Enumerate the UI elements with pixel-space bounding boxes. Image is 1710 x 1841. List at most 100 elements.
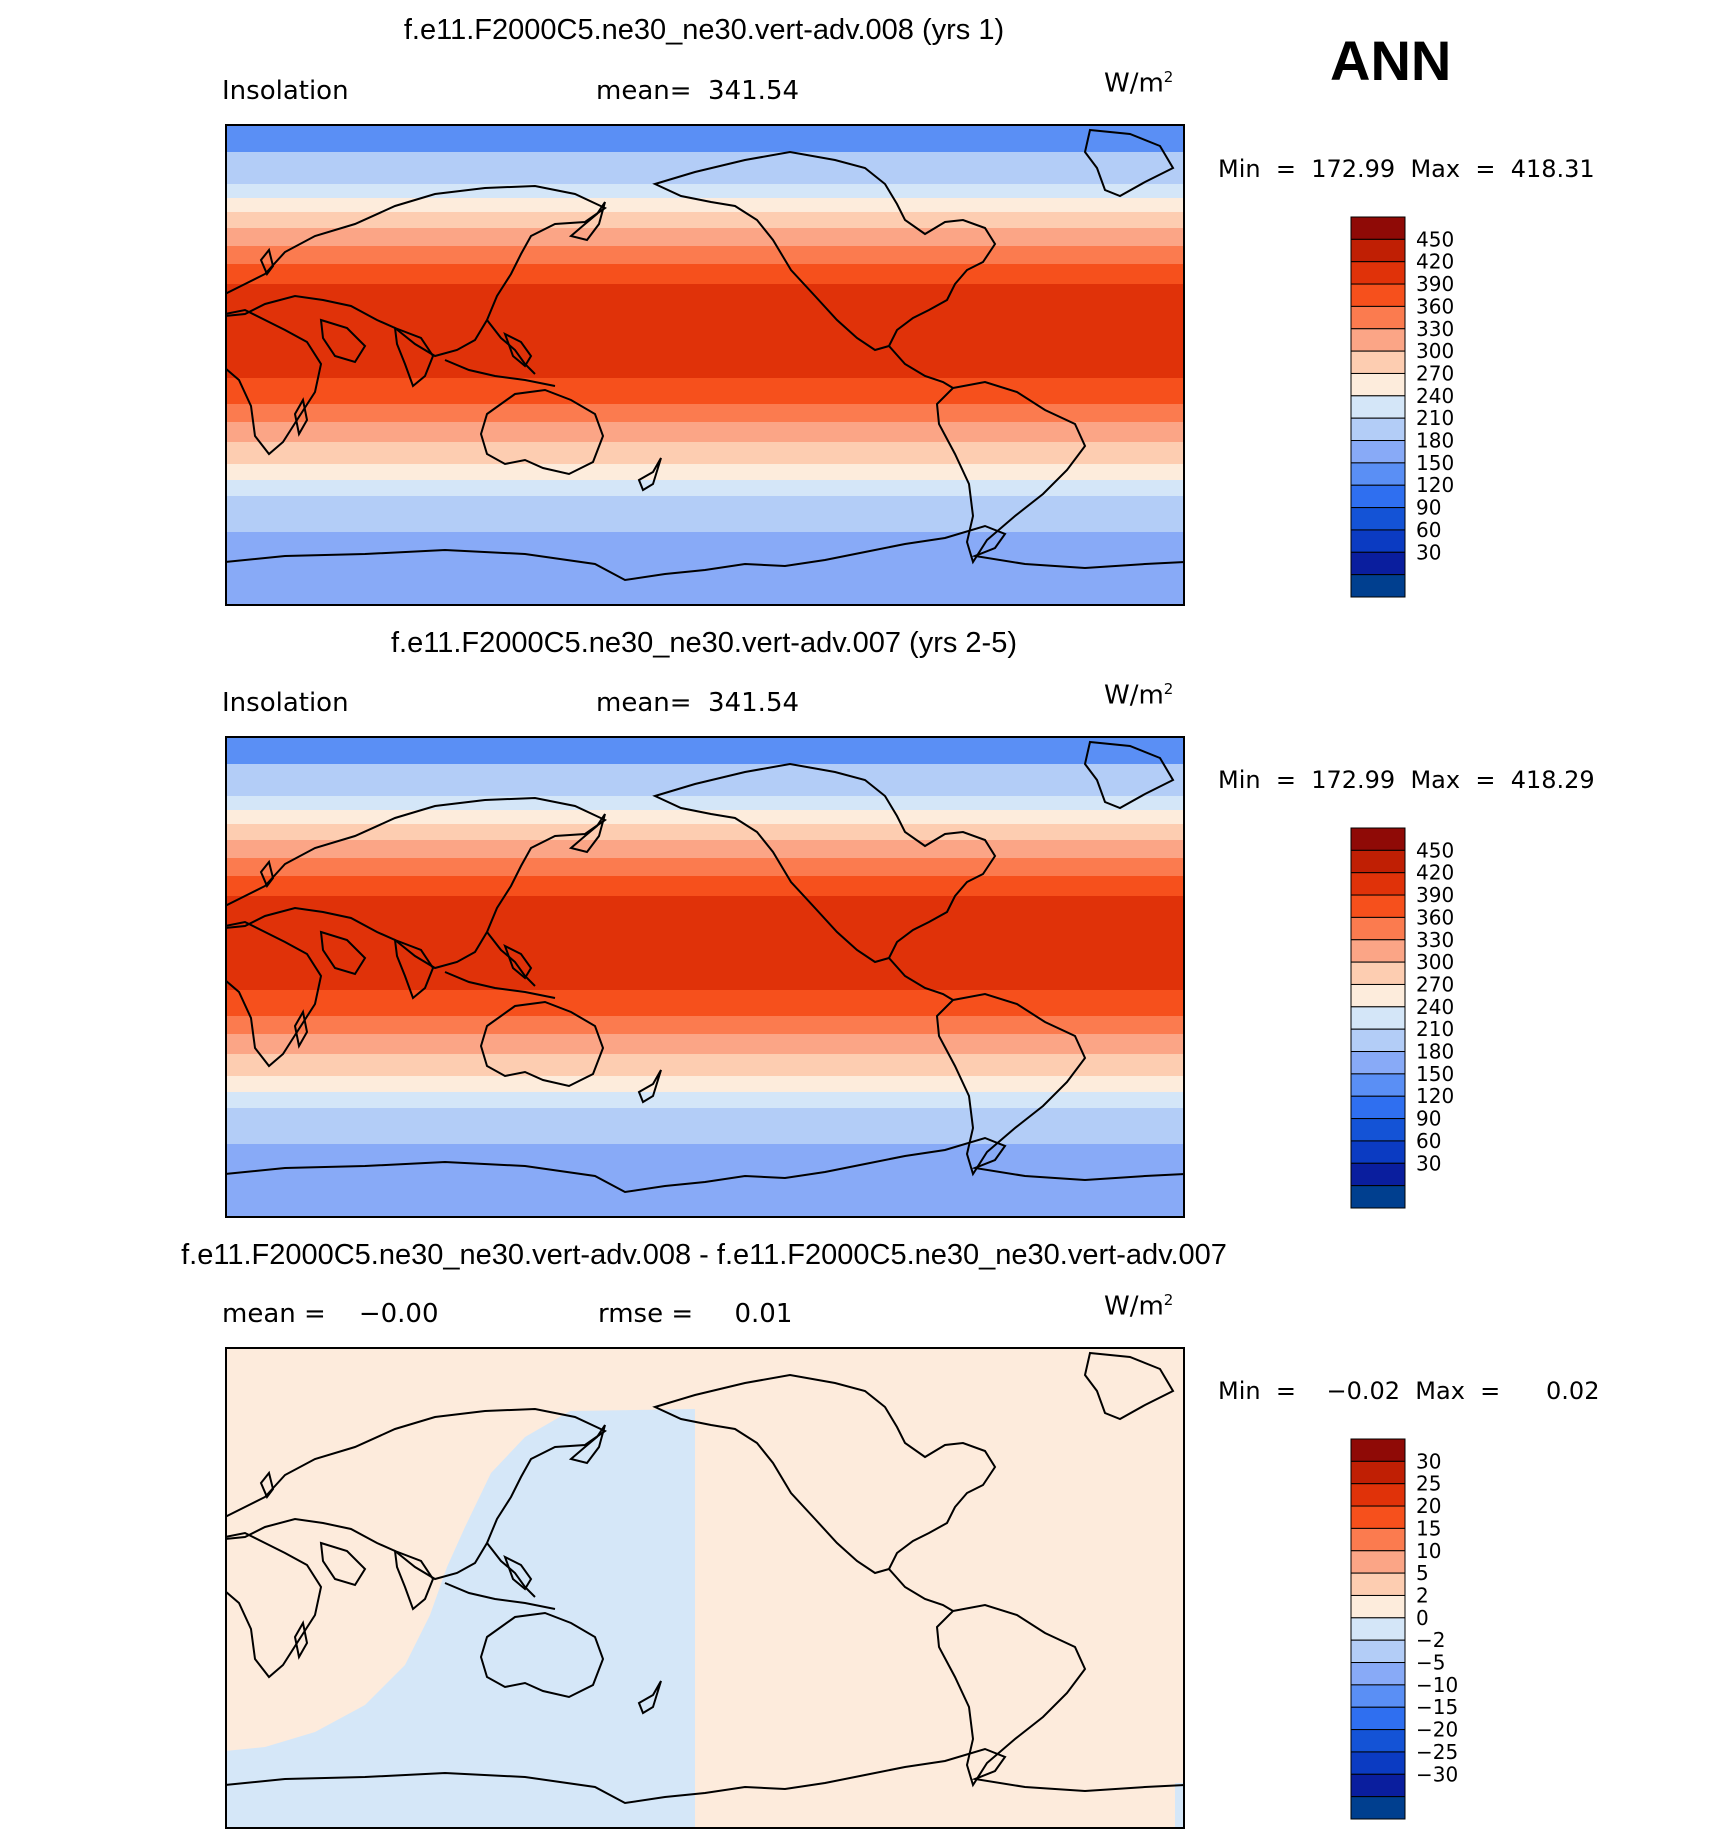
colorbar-box (1350, 1662, 1406, 1686)
panel-3-map (225, 1347, 1185, 1829)
colorbar-box (1350, 1550, 1406, 1574)
colorbar-box (1350, 1617, 1406, 1641)
latitude-band (225, 990, 1185, 1016)
colorbar-tick-label: −10 (1416, 1673, 1458, 1697)
colorbar-tick-label: 2 (1416, 1583, 1429, 1607)
latitude-band (225, 858, 1185, 876)
coastline (259, 1470, 275, 1499)
colorbar-tick-label: −20 (1416, 1718, 1458, 1742)
coastline (225, 1407, 607, 1581)
coastline (225, 1136, 1185, 1194)
season-label: ANN (1330, 29, 1452, 92)
coastline (652, 1373, 997, 1575)
coastline (888, 345, 954, 389)
coastline (393, 938, 435, 1000)
colorbar-box (1350, 261, 1406, 285)
colorbar-box (1350, 1438, 1406, 1462)
colorbar-tick-label: 150 (1416, 451, 1454, 475)
colorbar-tick-label: 450 (1416, 838, 1454, 862)
coastline (1083, 128, 1175, 198)
coastline (225, 796, 607, 970)
colorbar-box (1350, 216, 1406, 240)
coastline (1083, 740, 1175, 810)
latitude-band (225, 840, 1185, 858)
panel-2-coastlines (225, 740, 1185, 1194)
latitude-band (225, 184, 1185, 198)
colorbar-box (1350, 372, 1406, 397)
coastline (444, 971, 556, 999)
colorbar-box (1350, 440, 1406, 464)
coastline (225, 1747, 1185, 1805)
panel-2-map-frame (225, 736, 1185, 1218)
colorbar-tick-label: 210 (1416, 1017, 1454, 1041)
colorbar-box (1350, 328, 1406, 352)
colorbar-tick-label: −15 (1416, 1695, 1458, 1719)
colorbar-tick-label: 360 (1416, 294, 1454, 318)
latitude-band (225, 736, 1185, 764)
colorbar-tick-label: 300 (1416, 950, 1454, 974)
colorbar-box (1350, 894, 1406, 918)
colorbar-tick-label: 60 (1416, 518, 1441, 542)
coastline (486, 1542, 536, 1598)
colorbar-box (1350, 916, 1406, 941)
colorbar-box (1350, 1684, 1406, 1708)
colorbar-box (1350, 395, 1406, 419)
coastline (888, 957, 954, 1001)
colorbar-tick-label: 390 (1416, 883, 1454, 907)
latitude-band (225, 1054, 1185, 1076)
panel-2-units: W/m2 (1104, 680, 1174, 711)
latitude-band (225, 124, 1185, 152)
coastline (479, 1611, 605, 1699)
panel-3-coastlines (225, 1351, 1185, 1805)
latitude-band (225, 810, 1185, 824)
colorbar-box (1350, 939, 1406, 963)
coastline (479, 1000, 605, 1088)
colorbar-box (1350, 1729, 1406, 1753)
panel-1-coastlines (225, 128, 1185, 582)
latitude-band (225, 1076, 1185, 1092)
colorbar-box (1350, 1796, 1406, 1820)
panel-3-map-frame (225, 1347, 1185, 1829)
panel-1-colorbar: 4504203903603303002702402101801501209060… (1350, 216, 1454, 598)
colorbar-box (1350, 305, 1406, 330)
panel-3-minmax: Min = −0.02 Max = 0.02 (1218, 1377, 1600, 1405)
coastline (1083, 1351, 1175, 1421)
coastline (444, 1582, 556, 1610)
colorbar-box (1350, 1460, 1406, 1485)
coastline (935, 1603, 1087, 1788)
latitude-band (225, 212, 1185, 228)
coastline (225, 184, 607, 358)
colorbar-tick-label: 30 (1416, 1151, 1441, 1175)
latitude-band (225, 422, 1185, 442)
colorbar-box (1350, 1594, 1406, 1619)
coastline (568, 813, 606, 854)
latitude-band (225, 896, 1185, 990)
panel-1-minmax: Min = 172.99 Max = 418.31 (1218, 155, 1595, 183)
panel-1-bands (225, 124, 1185, 606)
panel-2-mean-label: mean= 341.54 (596, 688, 800, 718)
latitude-band (225, 228, 1185, 246)
latitude-band (225, 876, 1185, 896)
latitude-band (225, 1092, 1185, 1108)
colorbar-tick-label: 270 (1416, 972, 1454, 996)
coastline (225, 308, 323, 456)
coastline (503, 331, 533, 368)
colorbar-box (1350, 1773, 1406, 1798)
colorbar-tick-label: 0 (1416, 1606, 1429, 1630)
coastline (503, 1554, 533, 1591)
colorbar-tick-label: 10 (1416, 1539, 1441, 1563)
colorbar-box (1350, 1527, 1406, 1552)
colorbar-box (1350, 1706, 1406, 1731)
coastline (935, 992, 1087, 1177)
panel-2-colorbar: 4504203903603303002702402101801501209060… (1350, 827, 1454, 1209)
colorbar-box (1350, 574, 1406, 598)
colorbar-box (1350, 961, 1406, 985)
colorbar-box (1350, 417, 1406, 442)
coastline (293, 397, 309, 437)
colorbar-box (1350, 1751, 1406, 1775)
colorbar-tick-label: 240 (1416, 384, 1454, 408)
latitude-band (225, 1016, 1185, 1034)
colorbar-tick-label: 450 (1416, 227, 1454, 251)
coastline (319, 318, 367, 364)
panel-3-units: W/m2 (1104, 1291, 1174, 1322)
